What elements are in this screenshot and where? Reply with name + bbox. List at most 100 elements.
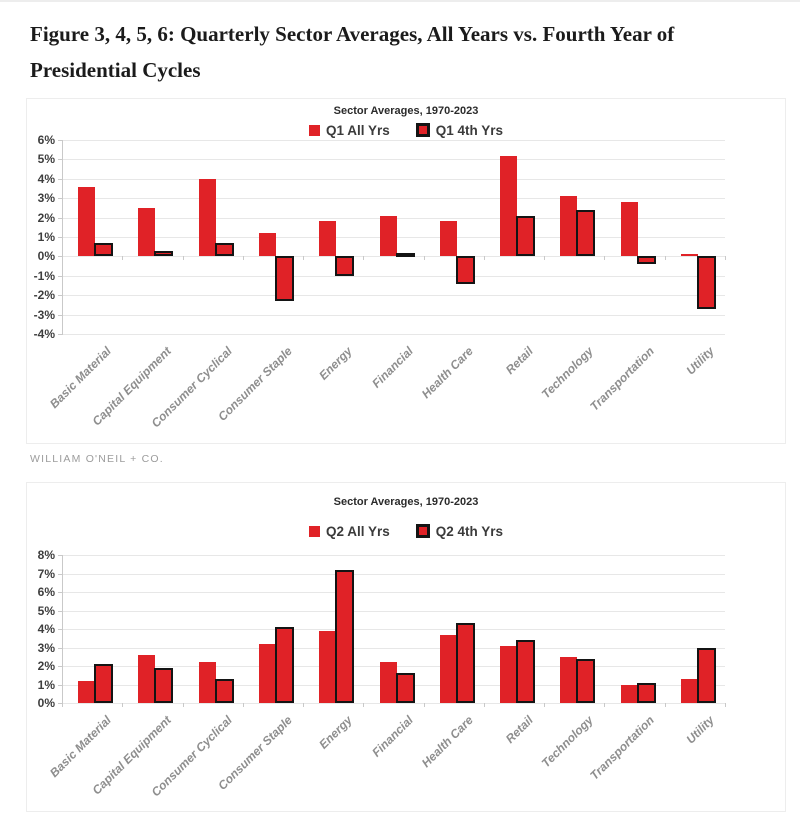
category-label-basic-material: Basic Material xyxy=(47,713,115,780)
outlined-red-swatch-icon xyxy=(415,123,430,137)
bar-q2-4th-yrs-financial xyxy=(395,673,415,703)
bar-q1-4th-yrs-utility xyxy=(696,256,716,309)
category-label-utility: Utility xyxy=(683,713,717,747)
q2-legend-label-4th-yrs: Q2 4th Yrs xyxy=(435,523,504,539)
y-tick-label: 6% xyxy=(37,585,55,599)
y-axis-tick xyxy=(58,275,62,277)
y-tick-label: 5% xyxy=(37,603,55,618)
bar-q2-all-yrs-basic-material xyxy=(78,680,96,703)
y-axis-tick xyxy=(58,555,62,556)
outlined-red-swatch-icon xyxy=(415,524,430,538)
y-tick-label: -2% xyxy=(33,288,55,303)
x-axis-tick xyxy=(664,256,666,261)
y-axis-tick xyxy=(58,610,62,612)
bar-q2-all-yrs-consumer-staple xyxy=(258,643,276,703)
gridline xyxy=(62,334,725,335)
x-axis-tick xyxy=(483,703,485,707)
x-axis-tick xyxy=(242,256,244,261)
y-tick-label: 0% xyxy=(37,249,55,264)
bar-q1-all-yrs-consumer-cyclical xyxy=(198,178,216,257)
bar-q2-4th-yrs-basic-material xyxy=(94,664,114,703)
gridline xyxy=(62,610,725,612)
gridline xyxy=(62,629,725,630)
y-tick-label: 1% xyxy=(37,677,55,692)
y-tick-label: 4% xyxy=(37,171,55,186)
bar-q1-all-yrs-technology xyxy=(560,196,578,257)
x-axis-tick xyxy=(303,256,305,261)
x-axis-tick xyxy=(363,256,365,261)
q1-plot-area: 6% 5% 4% 3% 2% 1% 0% -1% -2% -3% -4% Basic Material… xyxy=(27,133,726,443)
bar-q2-4th-yrs-technology xyxy=(576,658,596,703)
gridline xyxy=(62,703,725,704)
bar-q1-all-yrs-basic-material xyxy=(78,186,96,257)
x-axis-tick xyxy=(62,256,63,261)
bar-q2-all-yrs-utility xyxy=(680,678,698,703)
bar-q2-4th-yrs-capital-equipment xyxy=(154,667,174,703)
y-axis-tick xyxy=(58,217,62,219)
x-axis-tick xyxy=(182,703,184,707)
x-axis-tick xyxy=(604,703,606,707)
y-axis-tick xyxy=(58,198,62,200)
y-tick-label: 2% xyxy=(37,210,55,225)
y-tick-label: 3% xyxy=(37,640,55,655)
x-axis-tick xyxy=(423,256,425,261)
q2-legend: Q2 All Yrs Q2 4th Yrs xyxy=(27,523,785,539)
bar-q2-all-yrs-technology xyxy=(560,656,578,703)
bar-q2-all-yrs-capital-equipment xyxy=(138,654,156,703)
bar-q2-4th-yrs-transportation xyxy=(636,682,656,703)
gridline xyxy=(62,592,725,593)
bar-q2-all-yrs-transportation xyxy=(620,684,638,703)
category-label-utility: Utility xyxy=(683,344,717,378)
y-axis-tick xyxy=(58,703,62,704)
gridline xyxy=(62,275,725,277)
x-axis-tick xyxy=(122,256,124,261)
q2-plot-area: 8% 7% 6% 5% 4% 3% 2% 1% 0% Basic Material Capital … xyxy=(27,548,726,811)
gridline xyxy=(62,140,725,141)
x-axis-tick xyxy=(182,256,184,261)
bar-q1-all-yrs-utility xyxy=(680,254,698,257)
bar-q2-all-yrs-consumer-cyclical xyxy=(198,662,216,703)
bar-q1-all-yrs-energy xyxy=(319,221,337,257)
bar-q1-4th-yrs-consumer-cyclical xyxy=(214,242,234,257)
bar-q2-4th-yrs-health-care xyxy=(455,623,475,703)
bar-q1-all-yrs-consumer-staple xyxy=(258,233,276,257)
y-tick-label: 4% xyxy=(37,622,55,636)
y-tick-label: -4% xyxy=(33,327,55,341)
q1-legend-label-all-yrs: Q1 All Yrs xyxy=(325,122,390,138)
y-axis-tick xyxy=(58,573,62,575)
y-axis-tick xyxy=(58,684,62,686)
q2-legend-item-all-yrs: Q2 All Yrs xyxy=(308,523,390,539)
bar-q2-all-yrs-energy xyxy=(319,630,337,703)
x-axis-tick xyxy=(725,256,726,261)
y-axis-tick xyxy=(58,237,62,238)
q2-legend-item-4th-yrs: Q2 4th Yrs xyxy=(415,523,504,539)
q1-legend-item-4th-yrs: Q1 4th Yrs xyxy=(415,122,504,138)
gridline xyxy=(62,314,725,316)
bar-q2-4th-yrs-retail xyxy=(516,640,536,703)
gridline xyxy=(62,159,725,161)
y-axis-tick xyxy=(58,140,62,141)
bar-q2-4th-yrs-energy xyxy=(335,569,355,703)
bar-q2-4th-yrs-consumer-cyclical xyxy=(214,678,234,703)
y-tick-label: -3% xyxy=(33,307,55,322)
x-axis-tick xyxy=(363,703,365,707)
gridline xyxy=(62,555,725,556)
q2-chart-card: Sector Averages, 1970-2023 Q2 All Yrs Q2… xyxy=(26,482,786,812)
bar-q1-4th-yrs-energy xyxy=(335,256,355,276)
bar-q1-4th-yrs-retail xyxy=(516,215,536,257)
x-axis-tick xyxy=(664,703,666,707)
bar-q1-4th-yrs-basic-material xyxy=(94,242,114,257)
category-label-basic-material: Basic Material xyxy=(47,344,115,411)
gridline xyxy=(62,198,725,200)
q1-legend-label-4th-yrs: Q1 4th Yrs xyxy=(435,122,504,138)
bar-q2-4th-yrs-consumer-staple xyxy=(274,627,294,703)
y-axis-tick xyxy=(58,295,62,297)
q2-legend-label-all-yrs: Q2 All Yrs xyxy=(325,523,390,539)
y-axis-tick xyxy=(58,159,62,161)
y-tick-label: 6% xyxy=(37,133,55,147)
y-tick-label: 8% xyxy=(37,548,55,562)
bar-q1-all-yrs-capital-equipment xyxy=(138,207,156,257)
q1-legend-item-all-yrs: Q1 All Yrs xyxy=(308,122,390,138)
q1-legend: Q1 All Yrs Q1 4th Yrs xyxy=(27,122,785,138)
